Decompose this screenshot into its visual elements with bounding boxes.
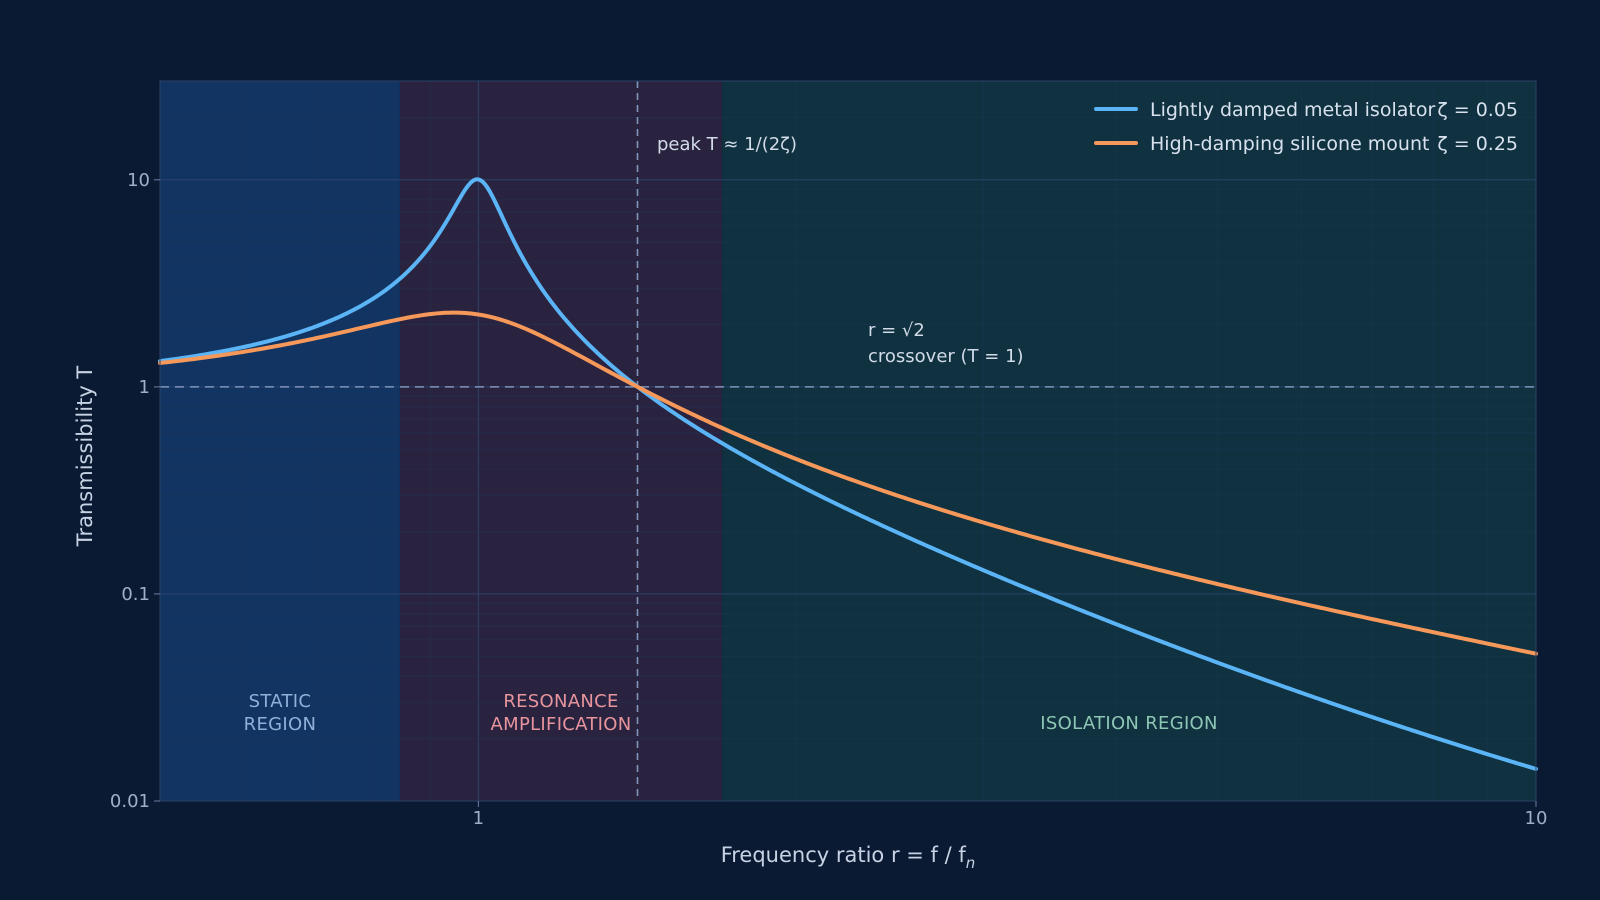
plot-frame (159, 80, 1537, 802)
x-tick-label: 1 (473, 808, 484, 829)
crossover-label-line2: crossover (T = 1) (868, 346, 1024, 367)
region-band-1 (399, 81, 723, 801)
axis-ticks: 1 10 0.01 0.1 1 10 (110, 170, 1548, 829)
y-tick-label: 0.01 (110, 791, 150, 812)
reference-lines (160, 81, 1536, 801)
region-bands (160, 81, 1536, 801)
series-line-0 (158, 177, 1538, 771)
region-band-2 (722, 81, 1536, 801)
region-label-0-line-0: STATIC (249, 691, 312, 712)
legend: Lightly damped metal isolator ζ = 0.05 Hig… (1094, 99, 1518, 155)
x-axis-title: Frequency ratio r = f / fn (721, 843, 976, 872)
legend-label-0: Lightly damped metal isolator (1150, 99, 1435, 121)
x-axis-title-subscript: n (966, 854, 976, 872)
peak-label: peak T ≈ 1/(2ζ) (657, 134, 797, 155)
region-band-0 (160, 81, 400, 801)
crossover-label-line1: r = √2 (868, 320, 925, 341)
crossover-annotation: r = √2 crossover (T = 1) (868, 320, 1024, 367)
x-tick-label: 10 (1525, 808, 1548, 829)
y-tick-label: 1 (139, 377, 150, 398)
legend-zeta-0: ζ = 0.05 (1437, 99, 1518, 121)
region-label-0-line-1: REGION (244, 714, 317, 735)
series-line-1 (158, 310, 1538, 656)
region-label-1-line-0: RESONANCE (503, 691, 618, 712)
peak-annotation: peak T ≈ 1/(2ζ) (657, 134, 797, 155)
region-label-2-line-0: ISOLATION REGION (1040, 713, 1218, 734)
legend-label-1: High-damping silicone mount (1150, 133, 1429, 155)
y-tick-label: 10 (127, 170, 150, 191)
legend-zeta-1: ζ = 0.25 (1437, 133, 1518, 155)
region-label-1-line-1: AMPLIFICATION (491, 714, 632, 735)
x-axis-title-main: Frequency ratio r = f / f (721, 843, 967, 867)
y-tick-label: 0.1 (121, 584, 150, 605)
series-curves (158, 177, 1538, 771)
y-axis-title: Transmissibility T (73, 366, 97, 548)
